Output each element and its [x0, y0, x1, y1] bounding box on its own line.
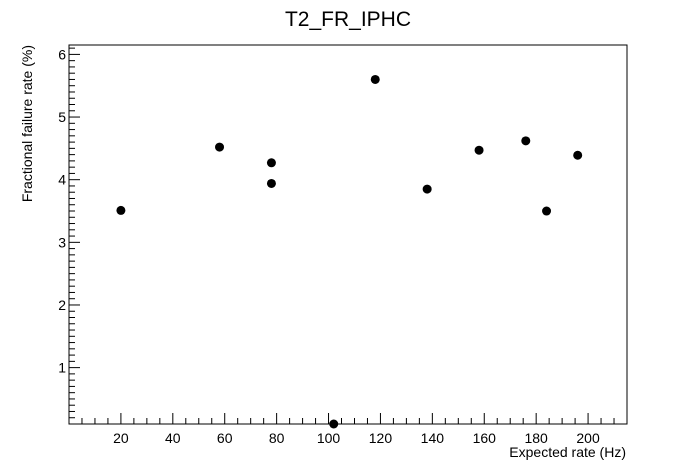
y-tick-label: 1	[58, 360, 66, 376]
data-point	[266, 158, 276, 168]
x-tick-label: 20	[113, 430, 129, 446]
data-point	[215, 142, 225, 152]
data-point	[542, 206, 552, 216]
x-axis: 20 40 60 80 100 120 140 160 180 200	[81, 413, 615, 446]
y-tick-label: 2	[58, 297, 66, 313]
x-tick-label: 100	[317, 430, 341, 446]
y-axis-label: Fractional failure rate (%)	[19, 45, 35, 202]
chart-title: T2_FR_IPHC	[285, 8, 411, 31]
data-point	[521, 136, 531, 146]
x-tick-label: 120	[369, 430, 393, 446]
x-tick-label: 60	[217, 430, 233, 446]
data-point	[422, 184, 432, 194]
x-tick-label: 80	[269, 430, 285, 446]
x-tick-label: 40	[165, 430, 181, 446]
data-points	[116, 74, 583, 429]
y-axis: 1 2 3 4 5 6	[58, 46, 80, 419]
x-axis-label: Expected rate (Hz)	[509, 444, 626, 460]
y-tick-label: 5	[58, 109, 66, 125]
x-tick-label: 160	[473, 430, 497, 446]
data-point	[573, 150, 583, 160]
x-tick-label: 140	[421, 430, 445, 446]
y-tick-label: 3	[58, 234, 66, 250]
data-point	[370, 74, 380, 84]
plot-frame	[68, 44, 628, 425]
data-point	[474, 145, 484, 155]
data-point	[116, 205, 126, 215]
y-tick-label: 6	[58, 46, 66, 62]
data-point	[329, 419, 339, 429]
x-tick-label: 200	[576, 430, 600, 446]
data-point	[266, 178, 276, 188]
x-tick-label: 180	[524, 430, 548, 446]
y-tick-label: 4	[58, 172, 66, 188]
